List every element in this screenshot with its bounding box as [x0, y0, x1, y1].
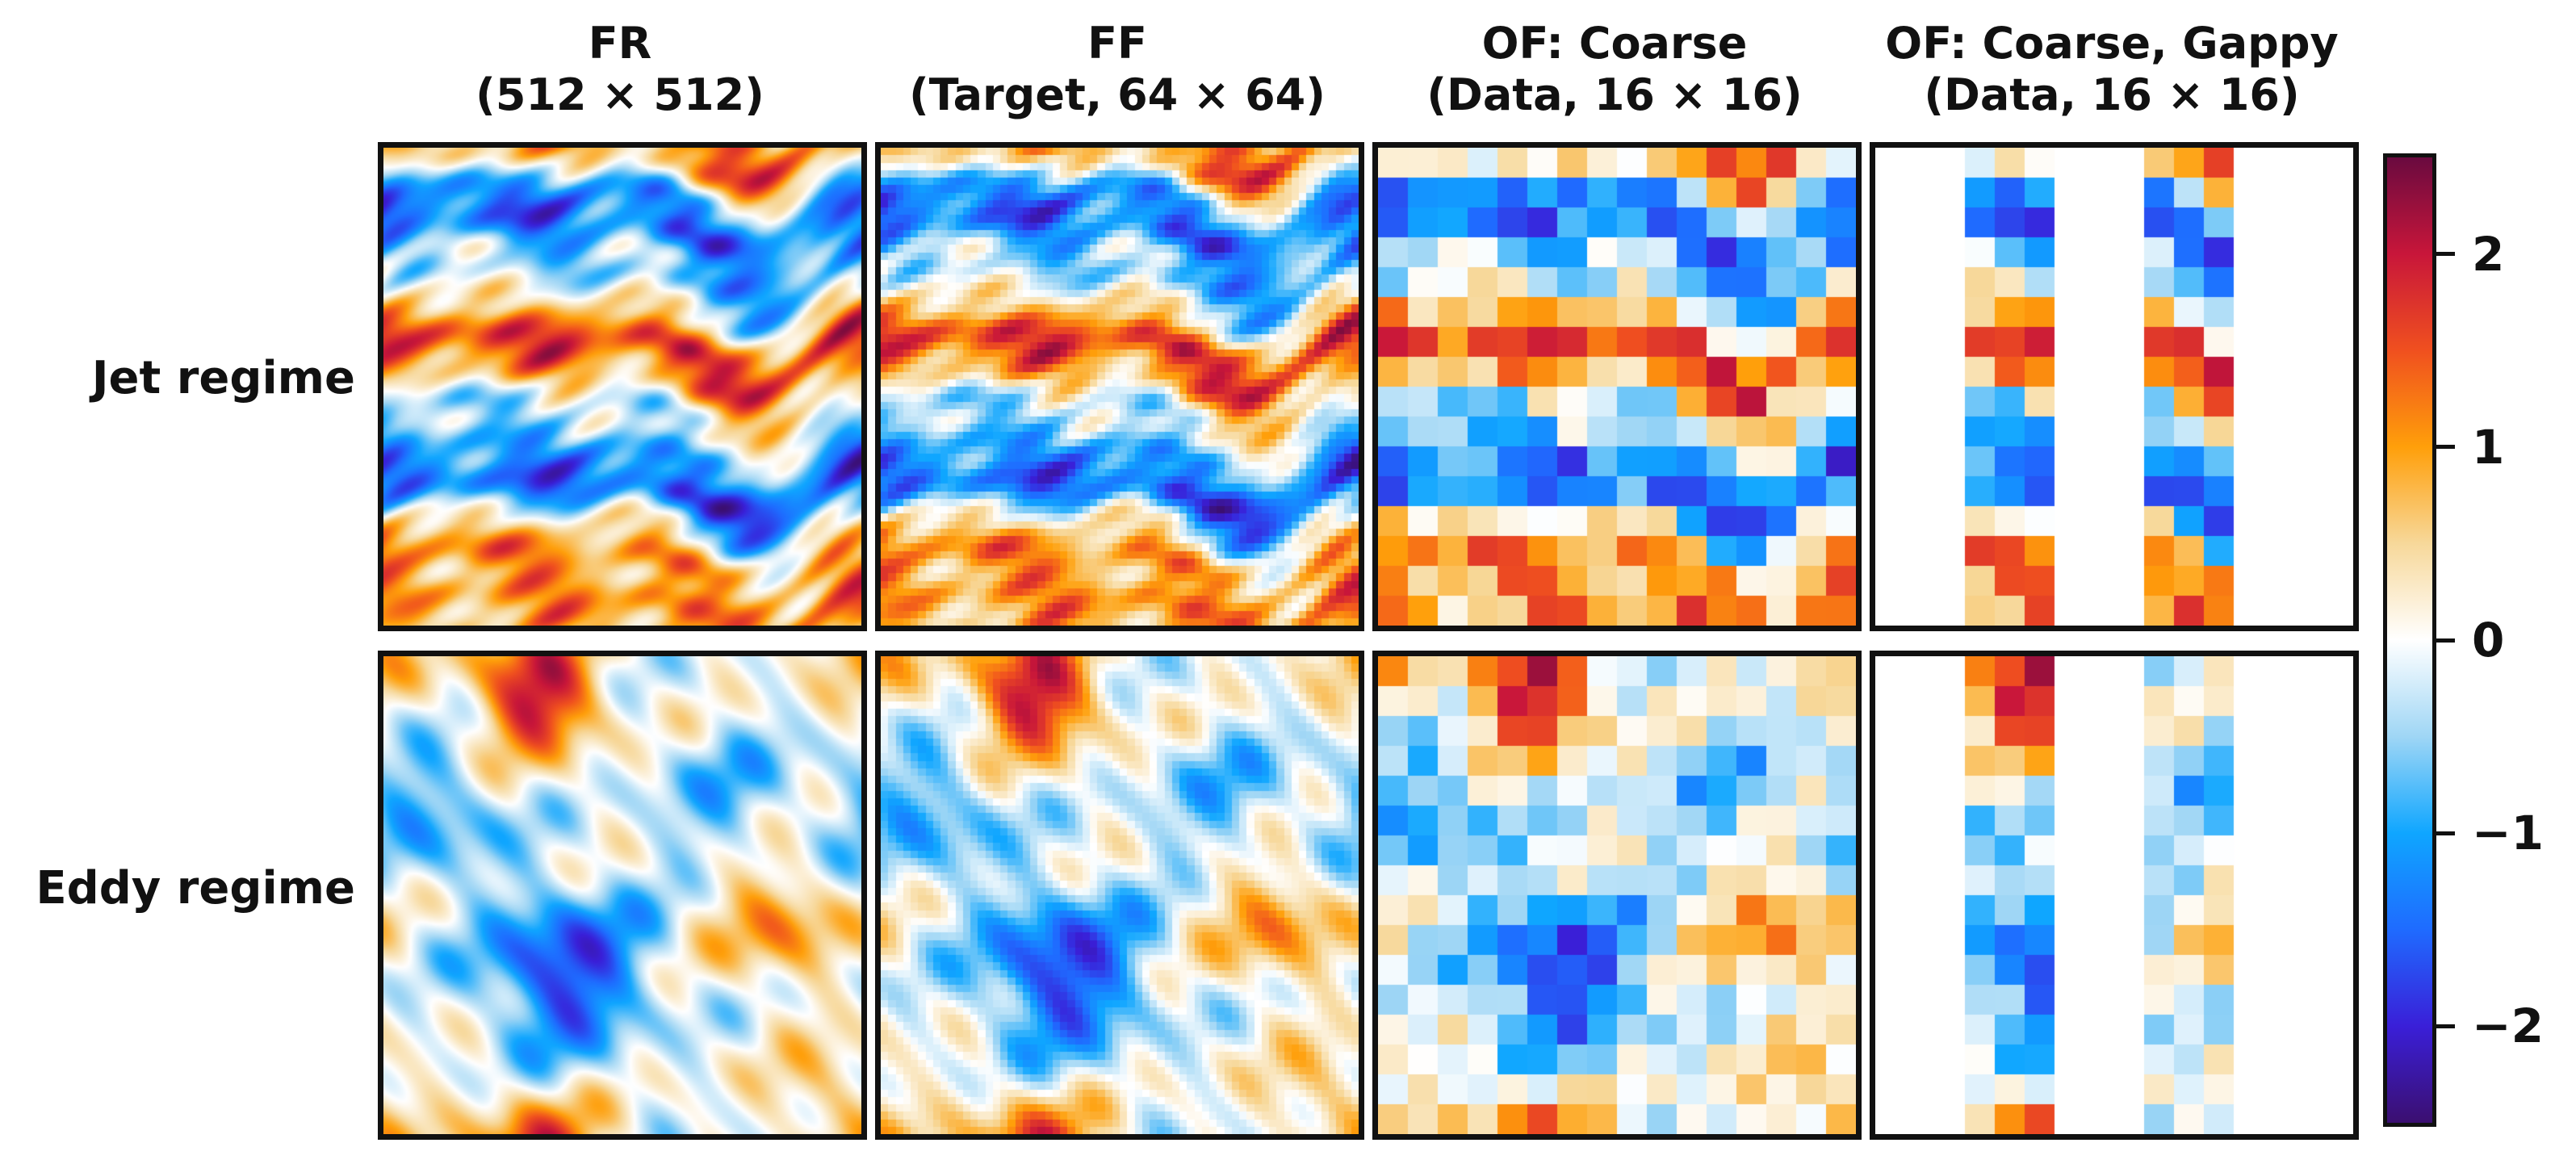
column-title-of-coarse-line2: (Data, 16 × 16): [1426, 69, 1803, 120]
row-label-jet: Jet regime: [91, 352, 355, 404]
field-image: [1875, 148, 2353, 626]
colorbar-tick-mark: [2432, 1024, 2455, 1028]
panel-jet-of-coarse: [1372, 142, 1862, 631]
row-label-eddy: Eddy regime: [36, 862, 355, 915]
column-title-ff-line2: (Target, 64 × 64): [909, 69, 1326, 120]
colorbar-tick-label: 1: [2472, 419, 2505, 475]
field-image: [383, 148, 861, 626]
field-image: [881, 148, 1359, 626]
column-title-of-gappy: OF: Coarse, Gappy (Data, 16 × 16): [1870, 18, 2354, 121]
field-image: [1378, 656, 1856, 1134]
field-image: [881, 656, 1359, 1134]
colorbar-tick-mark: [2432, 445, 2455, 450]
panel-jet-ff: [875, 142, 1364, 631]
field-image: [1378, 148, 1856, 626]
column-title-ff: FF (Target, 64 × 64): [875, 18, 1359, 121]
column-title-of-coarse: OF: Coarse (Data, 16 × 16): [1372, 18, 1857, 121]
panel-eddy-of-gappy: [1870, 651, 2359, 1140]
panel-jet-fr: [378, 142, 867, 631]
colorbar-tick-label: 0: [2472, 613, 2505, 668]
colorbar-tick-label: 2: [2472, 226, 2505, 282]
colorbar-tick-label: −2: [2472, 998, 2544, 1054]
column-title-of-gappy-line2: (Data, 16 × 16): [1924, 69, 2300, 120]
column-title-of-gappy-line1: OF: Coarse, Gappy: [1885, 18, 2339, 69]
field-image: [383, 656, 861, 1134]
colorbar: [2383, 153, 2436, 1127]
colorbar-tick-mark: [2432, 252, 2455, 257]
panel-eddy-fr: [378, 651, 867, 1140]
column-title-of-coarse-line1: OF: Coarse: [1481, 18, 1748, 69]
panel-jet-of-gappy: [1870, 142, 2359, 631]
column-title-fr-line2: (512 × 512): [475, 69, 764, 120]
panel-eddy-of-coarse: [1372, 651, 1862, 1140]
column-title-fr-line1: FR: [588, 18, 652, 69]
column-title-ff-line1: FF: [1087, 18, 1147, 69]
field-image: [1875, 656, 2353, 1134]
colorbar-tick-mark: [2432, 638, 2455, 643]
column-title-fr: FR (512 × 512): [378, 18, 862, 121]
colorbar-tick-label: −1: [2472, 806, 2544, 861]
colorbar-tick-mark: [2432, 831, 2455, 835]
panel-eddy-ff: [875, 651, 1364, 1140]
